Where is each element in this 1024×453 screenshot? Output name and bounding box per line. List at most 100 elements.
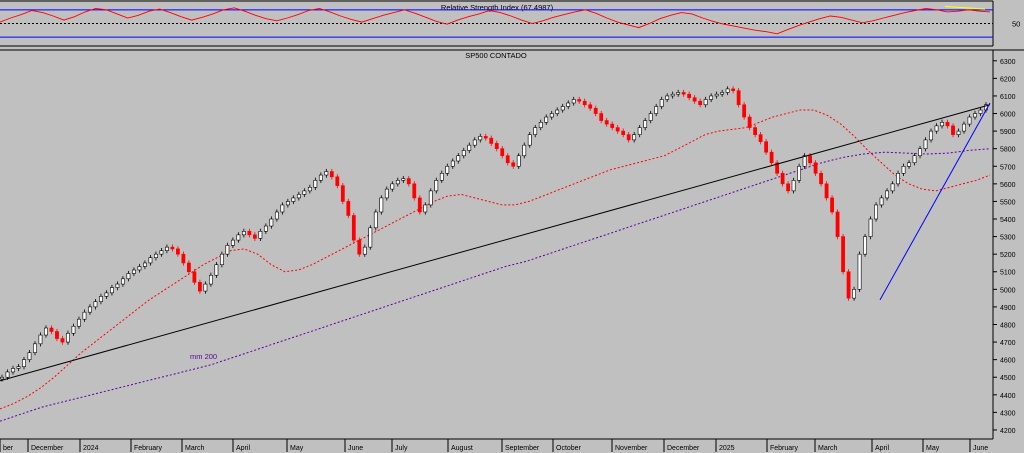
candle-up xyxy=(874,204,878,220)
candle-up xyxy=(637,127,642,135)
candle-down xyxy=(593,107,598,114)
candle-up xyxy=(544,116,549,123)
candle-up xyxy=(33,343,37,353)
candle-down xyxy=(945,122,950,127)
candle-down xyxy=(599,113,604,121)
candle-up xyxy=(324,171,329,176)
candle-up xyxy=(967,116,972,125)
candle-up xyxy=(214,264,219,276)
candle-up xyxy=(27,352,32,360)
price-tick-label: 6200 xyxy=(1000,76,1016,83)
candle-up xyxy=(203,283,208,292)
price-tick-label: 4800 xyxy=(1000,322,1016,329)
date-tick-label: March xyxy=(818,445,838,452)
moving-average-long xyxy=(0,148,991,422)
date-tick-label: February xyxy=(770,445,799,452)
candle-up xyxy=(896,173,900,185)
candle-up xyxy=(126,273,131,280)
candle-up xyxy=(445,165,450,174)
date-tick-label: April xyxy=(875,445,889,452)
rsi-line xyxy=(0,7,991,35)
price-tick-label: 4500 xyxy=(1000,375,1016,382)
date-tick-label: 2024 xyxy=(83,445,99,452)
candle-down xyxy=(577,99,582,102)
date-tick-label: December xyxy=(31,445,64,452)
candle-down xyxy=(681,92,686,95)
candle-down xyxy=(626,134,631,141)
date-tick-label: 2025 xyxy=(719,445,735,452)
candle-up xyxy=(225,245,230,255)
candle-up xyxy=(148,257,153,264)
candle-down xyxy=(412,183,417,199)
candle-up xyxy=(395,180,400,185)
candle-up xyxy=(962,123,966,132)
candle-up xyxy=(456,155,461,162)
candle-up xyxy=(263,225,268,232)
candle-up xyxy=(428,190,433,206)
candle-up xyxy=(720,92,725,95)
candle-down xyxy=(819,173,823,185)
moving-averages xyxy=(0,109,991,422)
date-tick-label: September xyxy=(505,445,540,452)
rsi-title: Relative Strength Index (67.4987) xyxy=(441,3,554,12)
date-tick-label: May xyxy=(290,445,304,452)
candle-up xyxy=(143,262,147,267)
candle-down xyxy=(170,246,175,250)
candle-up xyxy=(99,296,103,302)
candle-up xyxy=(93,301,98,308)
candle-up xyxy=(269,218,274,227)
rsi-levels xyxy=(0,9,993,38)
price-tick-label: 5300 xyxy=(1000,235,1016,242)
candle-down xyxy=(588,104,593,109)
candle-down xyxy=(758,134,763,142)
candle-up xyxy=(522,144,527,157)
candle-up xyxy=(71,325,76,334)
candle-down xyxy=(830,197,834,213)
candle-down xyxy=(49,327,54,332)
rsi-tick-label: 50 xyxy=(1012,20,1020,29)
candle-up xyxy=(82,311,87,320)
candle-up xyxy=(725,88,730,93)
candle-up xyxy=(11,368,15,373)
candle-up xyxy=(77,318,81,327)
candle-up xyxy=(379,197,384,213)
price-tick-label: 4700 xyxy=(1000,340,1016,347)
price-tick-label: 6100 xyxy=(1000,94,1016,101)
date-tick-label: December xyxy=(667,445,700,452)
date-tick-label: October xyxy=(556,445,582,452)
candle-down xyxy=(187,262,191,273)
candle-up xyxy=(533,127,538,135)
candle-up xyxy=(401,178,406,181)
candle-up xyxy=(797,165,801,181)
candle-up xyxy=(16,366,21,369)
candle-down xyxy=(841,236,845,273)
candle-down xyxy=(494,143,499,149)
price-tick-label: 5200 xyxy=(1000,252,1016,259)
price-tick-label: 4300 xyxy=(1000,410,1016,417)
candle-down xyxy=(621,130,626,135)
candle-down xyxy=(346,201,351,216)
candle-up xyxy=(66,332,70,343)
candle-up xyxy=(632,134,637,141)
candle-up xyxy=(467,144,472,151)
candle-up xyxy=(478,136,483,141)
candle-up xyxy=(230,239,235,246)
price-tick-label: 6300 xyxy=(1000,59,1016,66)
candle-up xyxy=(165,246,169,251)
candle-down xyxy=(769,151,774,164)
candle-down xyxy=(181,253,186,264)
candle-up xyxy=(384,188,389,199)
rsi-panel: Relative Strength Index (67.4987) 50 xyxy=(0,0,1020,47)
candle-up xyxy=(901,165,906,174)
candle-down xyxy=(775,162,780,174)
candle-up xyxy=(852,289,856,299)
candle-up xyxy=(714,93,719,97)
date-tick-label: June xyxy=(973,445,988,452)
candle-up xyxy=(907,162,911,167)
trendline-black xyxy=(0,104,991,382)
price-panel: SP500 CONTADO mm 200 4200 4300 4400 4500 460… xyxy=(0,49,1024,452)
candle-down xyxy=(500,148,505,157)
price-tick-label: 5500 xyxy=(1000,199,1016,206)
candle-up xyxy=(154,253,158,258)
candle-up xyxy=(159,250,164,255)
